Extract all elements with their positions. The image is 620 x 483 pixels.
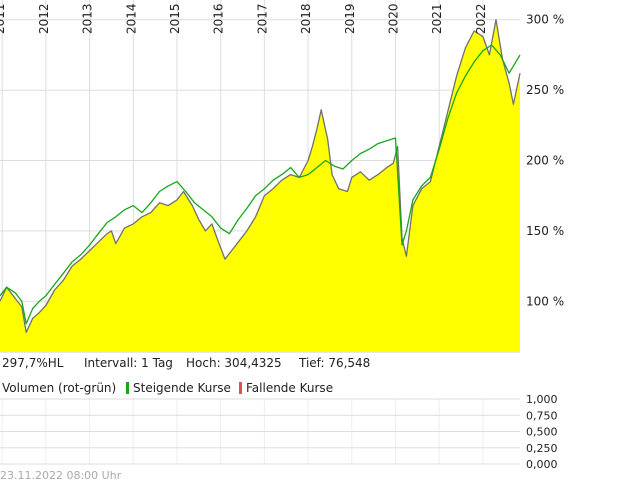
line-layer [0,19,521,333]
hl-label: 297,7%HL [2,356,64,370]
timestamp: 23.11.2022 08:00 Uhr [0,469,122,482]
x-tick-label-2019: 2019 [343,3,357,34]
y-tick-label-250: 250 % [526,83,564,97]
x-tick-label-2022: 2022 [474,3,488,34]
x-tick-label-2011: 2011 [0,3,7,34]
legend-rising-label: Steigende Kurse [133,381,231,395]
x-tick-label-2017: 2017 [255,3,269,34]
price-area-fill [0,19,520,352]
legend-falling: Fallende Kurse [239,381,333,395]
x-tick-label-2014: 2014 [124,3,138,34]
volume-y-tick-0: 1,000 [526,393,558,406]
x-tick-label-2012: 2012 [37,3,51,34]
x-tick-label-2020: 2020 [386,3,400,34]
legend-rising: Steigende Kurse [126,381,231,395]
volume-y-tick-2: 0,500 [526,426,558,439]
interval-label: Intervall: 1 Tag [84,356,173,370]
volume-y-tick-1: 0,750 [526,409,558,422]
x-tick-label-2015: 2015 [168,3,182,34]
legend-falling-label: Fallende Kurse [246,381,334,395]
legend-falling-swatch [239,382,242,394]
benchmark-line [0,44,521,325]
x-tick-label-2021: 2021 [430,3,444,34]
x-tick-label-2013: 2013 [81,3,95,34]
volume-title: Volumen (rot-grün) [2,381,117,395]
y-tick-label-150: 150 % [526,224,564,238]
legend-rising-swatch [126,382,129,394]
y-tick-label-300: 300 % [526,13,564,27]
price-line [0,19,521,333]
y-tick-label-100: 100 % [526,294,564,308]
x-tick-label-2018: 2018 [299,3,313,34]
y-axis-labels: 100 % 150 % 200 % 250 % 300 % [526,13,564,309]
x-tick-label-2016: 2016 [212,3,226,34]
volume-panel: 1,000 0,750 0,500 0,250 0,000 [0,393,558,471]
y-tick-label-200: 200 % [526,154,564,168]
area-layer [0,19,520,352]
x-axis-labels: 2011 2012 2013 2014 2015 2016 2017 2018 2019 2020… [0,3,488,34]
volume-y-tick-4: 0,000 [526,458,558,471]
high-label: Hoch: 304,4325 [186,356,282,370]
low-label: Tief: 76,548 [299,356,371,370]
volume-y-tick-3: 0,250 [526,442,558,455]
